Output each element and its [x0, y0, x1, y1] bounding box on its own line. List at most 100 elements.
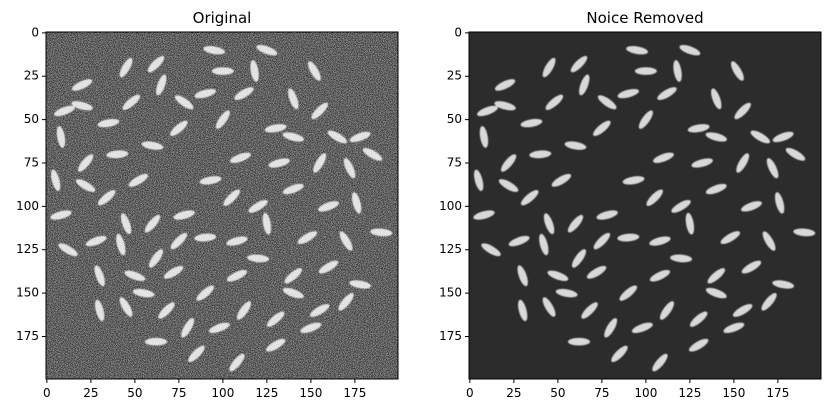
rice-grain: [793, 228, 816, 237]
rice-grain: [622, 176, 645, 185]
rice-grain: [631, 322, 653, 334]
rice-grain: [705, 287, 727, 299]
rice-grain: [766, 158, 779, 179]
rice-grain: [617, 88, 639, 99]
rice-grain: [551, 173, 572, 187]
axes-frame: [45, 31, 399, 380]
rice-grain: [657, 87, 677, 101]
rice-grain: [481, 243, 501, 257]
rice-grain: [619, 285, 638, 301]
y-tick-label: 125: [16, 242, 39, 256]
rice-grain: [785, 147, 806, 161]
rice-grain: [687, 124, 710, 133]
rice-grain: [638, 110, 653, 129]
rice-grain: [772, 131, 794, 143]
rice-grain: [570, 55, 588, 73]
rice-grain: [579, 74, 590, 96]
panel-title: Noice Removed: [586, 9, 703, 27]
x-tick-label: 25: [83, 386, 98, 400]
rice-grain: [649, 269, 671, 282]
rice-grain: [689, 311, 708, 327]
y-tick-label: 75: [447, 155, 462, 169]
rice-grain: [477, 105, 498, 117]
x-tick-label: 125: [678, 386, 701, 400]
rice-grain: [494, 79, 516, 91]
rice-grain: [688, 338, 709, 352]
rice-grain: [611, 345, 628, 363]
rice-grain: [732, 304, 753, 317]
rice-grain: [741, 260, 762, 274]
x-tick-label: 75: [594, 386, 609, 400]
rice-grain: [723, 322, 745, 334]
rice-grain: [652, 353, 668, 372]
rice-grain: [705, 132, 727, 142]
rice-grain: [508, 235, 530, 247]
y-tick-label: 150: [16, 286, 39, 300]
rice-grain: [597, 95, 617, 110]
rice-grain: [685, 212, 695, 235]
rice-grain: [673, 60, 682, 82]
rice-grain: [734, 102, 751, 120]
rice-grain: [545, 94, 564, 110]
y-tick-label: 100: [16, 199, 39, 213]
rice-grain: [567, 214, 584, 233]
rice-grain: [774, 192, 785, 214]
y-tick-label: 50: [24, 112, 39, 126]
y-tick-label: 25: [24, 69, 39, 83]
y-axis-ticks: 0 25 50 75 100 125 150 175: [439, 25, 469, 343]
rice-grain: [593, 120, 611, 136]
rice-grain: [529, 150, 552, 159]
rice-grain: [596, 210, 618, 220]
rice-grain: [498, 179, 519, 192]
rice-grain: [500, 154, 517, 172]
panel-original: Original 0 25 50 75 100 125 150 175 0 25 50 75 100 1…: [16, 9, 399, 400]
x-tick-label: 125: [255, 386, 278, 400]
image-original: [46, 32, 398, 379]
rice-grain: [593, 232, 611, 250]
x-tick-label: 25: [506, 386, 521, 400]
rice-grain: [518, 299, 528, 322]
x-tick-label: 175: [766, 386, 789, 400]
rice-grain: [720, 231, 741, 245]
y-tick-label: 75: [24, 155, 39, 169]
x-tick-label: 100: [211, 386, 234, 400]
rice-grain: [711, 88, 722, 110]
rice-grain: [750, 130, 770, 144]
y-tick-label: 25: [447, 69, 462, 83]
rice-grain: [604, 318, 618, 338]
rice-grain: [762, 231, 776, 251]
rice-grain: [479, 126, 489, 148]
y-tick-label: 175: [439, 329, 462, 343]
rice-grain: [581, 302, 598, 319]
axes-frame: [468, 31, 822, 380]
rice-grain: [653, 152, 674, 163]
rice-grain: [670, 254, 693, 263]
rice-grain: [626, 46, 648, 55]
rice-grain: [494, 101, 516, 111]
rice-grain: [543, 213, 555, 235]
y-tick-label: 0: [454, 25, 462, 39]
rice-grain: [691, 158, 713, 168]
rice-grain: [473, 210, 495, 220]
y-tick-label: 125: [439, 242, 462, 256]
y-tick-label: 100: [439, 199, 462, 213]
rice-grain: [649, 236, 671, 246]
rice-grain: [547, 270, 569, 281]
rice-grain: [736, 153, 750, 173]
x-tick-label: 50: [550, 386, 565, 400]
x-tick-label: 150: [299, 386, 322, 400]
x-tick-label: 0: [466, 386, 474, 400]
rice-grain: [679, 45, 701, 56]
rice-grain: [761, 293, 777, 311]
rice-grain: [741, 201, 762, 212]
rice-grain: [517, 265, 528, 287]
rice-grain: [474, 169, 484, 192]
y-tick-label: 175: [16, 329, 39, 343]
rice-grain: [634, 67, 657, 75]
rice-grain: [646, 189, 663, 206]
x-tick-label: 0: [43, 386, 51, 400]
rice-grain: [659, 301, 675, 320]
rice-grain: [772, 280, 795, 289]
rice-grain: [705, 183, 727, 195]
